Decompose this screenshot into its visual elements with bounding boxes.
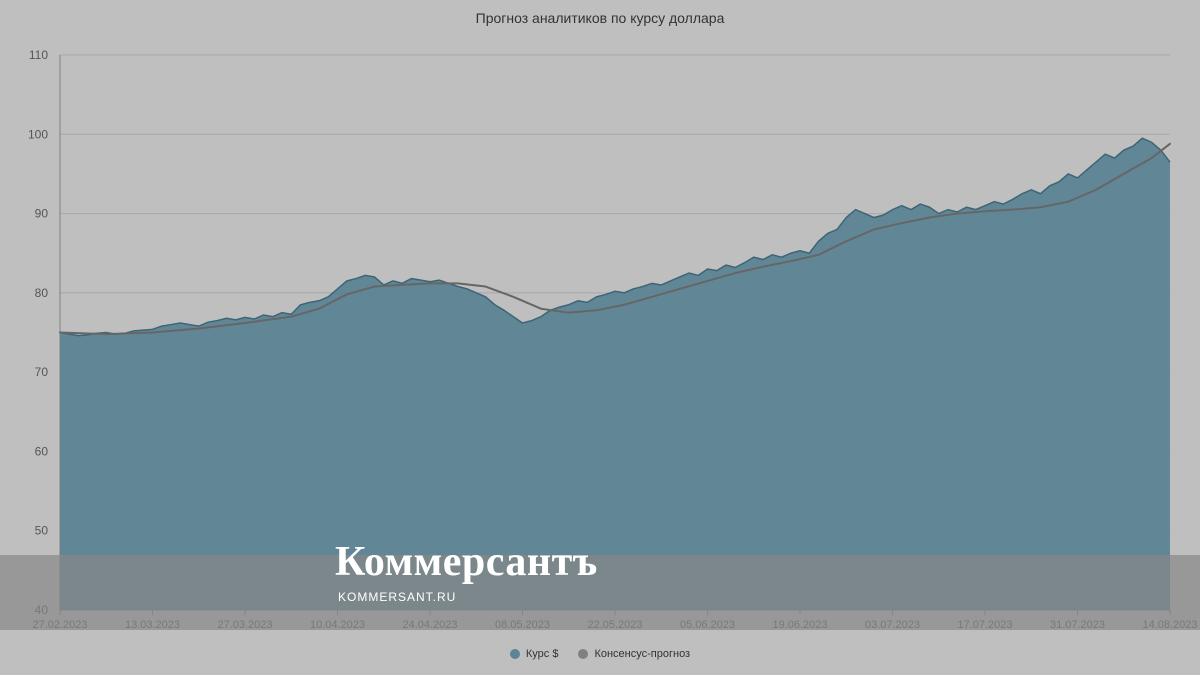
y-tick-label: 60 [35,444,49,458]
watermark-bar [0,555,1200,630]
y-tick-label: 80 [35,286,49,300]
y-tick-label: 50 [35,524,49,538]
legend-label: Консенсус-прогноз [594,648,690,660]
y-tick-label: 100 [28,127,48,141]
legend-item: Консенсус-прогноз [578,648,690,660]
watermark-url-text: KOMMERSANT.RU [338,590,456,604]
legend-label: Курс $ [526,648,559,660]
legend-dot-icon [578,649,588,659]
y-tick-label: 90 [35,207,49,221]
y-tick-label: 70 [35,365,49,379]
chart-legend: Курс $ Консенсус-прогноз [0,648,1200,660]
chart-page: Прогноз аналитиков по курсу доллара 4050… [0,0,1200,675]
y-tick-label: 110 [29,48,48,62]
legend-item: Курс $ [510,648,559,660]
watermark-logo-text: Коммерсантъ [335,538,598,586]
legend-dot-icon [510,649,520,659]
